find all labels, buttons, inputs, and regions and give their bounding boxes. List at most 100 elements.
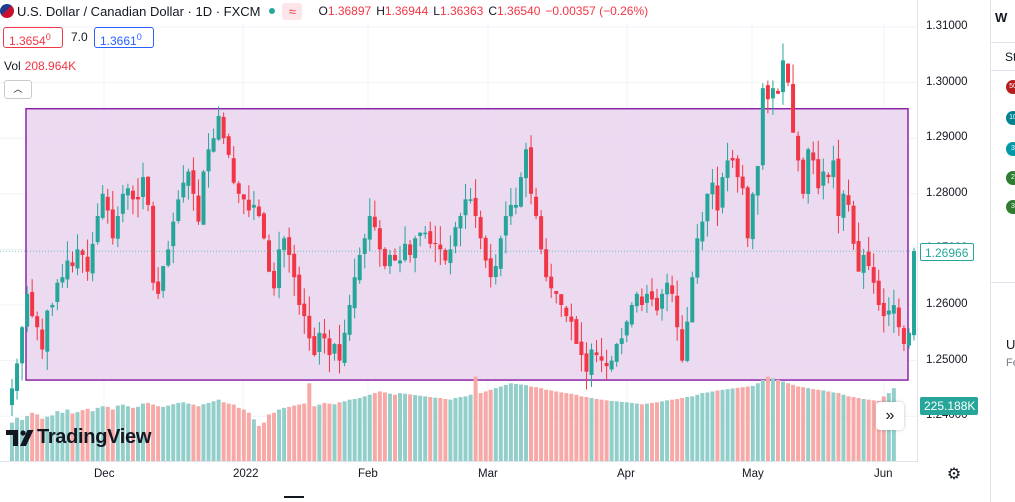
- watchlist-item-icon[interactable]: 50: [1006, 80, 1015, 94]
- candle-body: [80, 250, 85, 255]
- candle-body: [488, 258, 493, 278]
- watchlist-item-icon[interactable]: 10: [1006, 111, 1015, 125]
- candle-body: [382, 248, 387, 267]
- volume-bar: [730, 388, 735, 462]
- ohlc-value-l: 1.36363: [439, 4, 484, 18]
- volume-bar: [251, 419, 256, 462]
- ohlc-value-o: 1.36897: [327, 4, 372, 18]
- symbol-header: U.S. Dollar / Canadian Dollar · 1D · FXC…: [0, 0, 653, 22]
- sell-button[interactable]: 1.36540: [3, 27, 63, 48]
- candle-body: [241, 194, 246, 200]
- candle-body: [503, 216, 508, 236]
- candle-body: [740, 176, 745, 189]
- volume-bar: [655, 402, 660, 462]
- candle-body: [292, 253, 297, 278]
- candle-body: [700, 221, 705, 242]
- collapse-legend-button[interactable]: ︿: [4, 80, 32, 99]
- details-subtext: Fe: [1006, 357, 1015, 369]
- candle-body: [60, 277, 65, 283]
- candle-body: [15, 363, 20, 391]
- candle-body: [624, 321, 629, 336]
- candle-body: [791, 83, 796, 133]
- candle-body: [256, 206, 261, 217]
- buy-button[interactable]: 1.36610: [94, 27, 154, 48]
- volume-legend[interactable]: Vol 208.964K: [4, 59, 76, 73]
- volume-bar: [80, 410, 85, 462]
- volume-bar: [680, 398, 685, 462]
- sidebar-separator: [991, 42, 1015, 43]
- candle-body: [156, 281, 161, 294]
- candle-body: [584, 353, 589, 372]
- volume-bar: [75, 412, 80, 462]
- candle-body: [266, 240, 271, 272]
- candle-body: [458, 216, 463, 229]
- settings-gear-icon[interactable]: ⚙: [946, 466, 962, 483]
- volume-bar: [216, 399, 221, 462]
- watchlist-item-icon[interactable]: 2: [1006, 171, 1015, 185]
- volume-bar: [231, 404, 236, 462]
- symbol-title[interactable]: U.S. Dollar / Canadian Dollar · 1D · FXC…: [17, 3, 261, 19]
- candle-body: [730, 157, 735, 161]
- scroll-to-realtime-button[interactable]: »: [876, 402, 904, 430]
- watchlist-sidebar[interactable]: W St 50 10 3 2 3 U Fe: [990, 0, 1015, 502]
- candle-body: [544, 249, 549, 278]
- volume-bar: [30, 412, 35, 462]
- candle-body: [770, 88, 775, 99]
- candle-body: [569, 316, 574, 322]
- volume-bar: [433, 397, 438, 462]
- pane-resize-handle[interactable]: [284, 496, 304, 502]
- volume-bar: [20, 420, 25, 462]
- candle-body: [377, 228, 382, 250]
- candle-body: [750, 193, 755, 240]
- candle-body: [30, 292, 35, 317]
- candle-body: [181, 182, 186, 198]
- chart-area[interactable]: [0, 0, 918, 462]
- volume-bar: [811, 389, 816, 462]
- volume-bar: [760, 379, 765, 462]
- volume-bar: [352, 399, 357, 462]
- volume-bar: [634, 403, 639, 462]
- volume-bar: [660, 401, 665, 462]
- candle-body: [539, 216, 544, 250]
- volume-bar: [508, 383, 513, 462]
- watchlist-item-icon[interactable]: 3: [1006, 142, 1015, 156]
- candle-body: [912, 251, 916, 336]
- volume-bar: [745, 386, 750, 462]
- candle-body: [100, 193, 105, 218]
- candle-body: [796, 135, 801, 161]
- candle-body: [443, 249, 448, 261]
- compare-icon[interactable]: ≈: [282, 2, 303, 20]
- volume-bar: [735, 387, 740, 462]
- candle-body: [161, 266, 166, 291]
- candle-body: [90, 243, 95, 274]
- candle-body: [337, 344, 342, 361]
- ohlc-key-l: L: [433, 4, 440, 18]
- candle-body: [428, 231, 433, 244]
- volume-bar: [443, 399, 448, 462]
- price-chart[interactable]: [0, 0, 918, 462]
- volume-bar: [765, 376, 770, 462]
- candle-body: [518, 177, 523, 207]
- volume-bar: [236, 407, 241, 462]
- candle-body: [881, 302, 886, 317]
- volume-bar: [392, 394, 397, 462]
- candle-body: [105, 196, 110, 211]
- sell-price-sup: 0: [45, 32, 51, 42]
- candle-body: [135, 196, 140, 200]
- tradingview-logo[interactable]: TradingView: [5, 426, 151, 449]
- volume-bar: [513, 383, 518, 462]
- watchlist-title: W: [995, 10, 1008, 25]
- candle-body: [418, 232, 423, 236]
- volume-bar: [297, 404, 302, 462]
- volume-bar: [715, 390, 720, 462]
- volume-bar: [463, 396, 468, 462]
- candle-body: [171, 221, 176, 247]
- volume-bar: [675, 399, 680, 462]
- watchlist-item-icon[interactable]: 3: [1006, 200, 1015, 214]
- volume-bar: [377, 391, 382, 462]
- candle-body: [619, 338, 624, 344]
- candle-body: [362, 238, 367, 254]
- candle-body: [670, 285, 675, 294]
- volume-bar: [398, 393, 403, 462]
- volume-bar: [574, 394, 579, 462]
